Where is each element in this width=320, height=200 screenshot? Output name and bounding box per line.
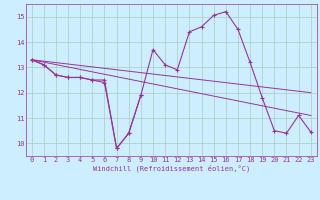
X-axis label: Windchill (Refroidissement éolien,°C): Windchill (Refroidissement éolien,°C) [92, 165, 250, 172]
